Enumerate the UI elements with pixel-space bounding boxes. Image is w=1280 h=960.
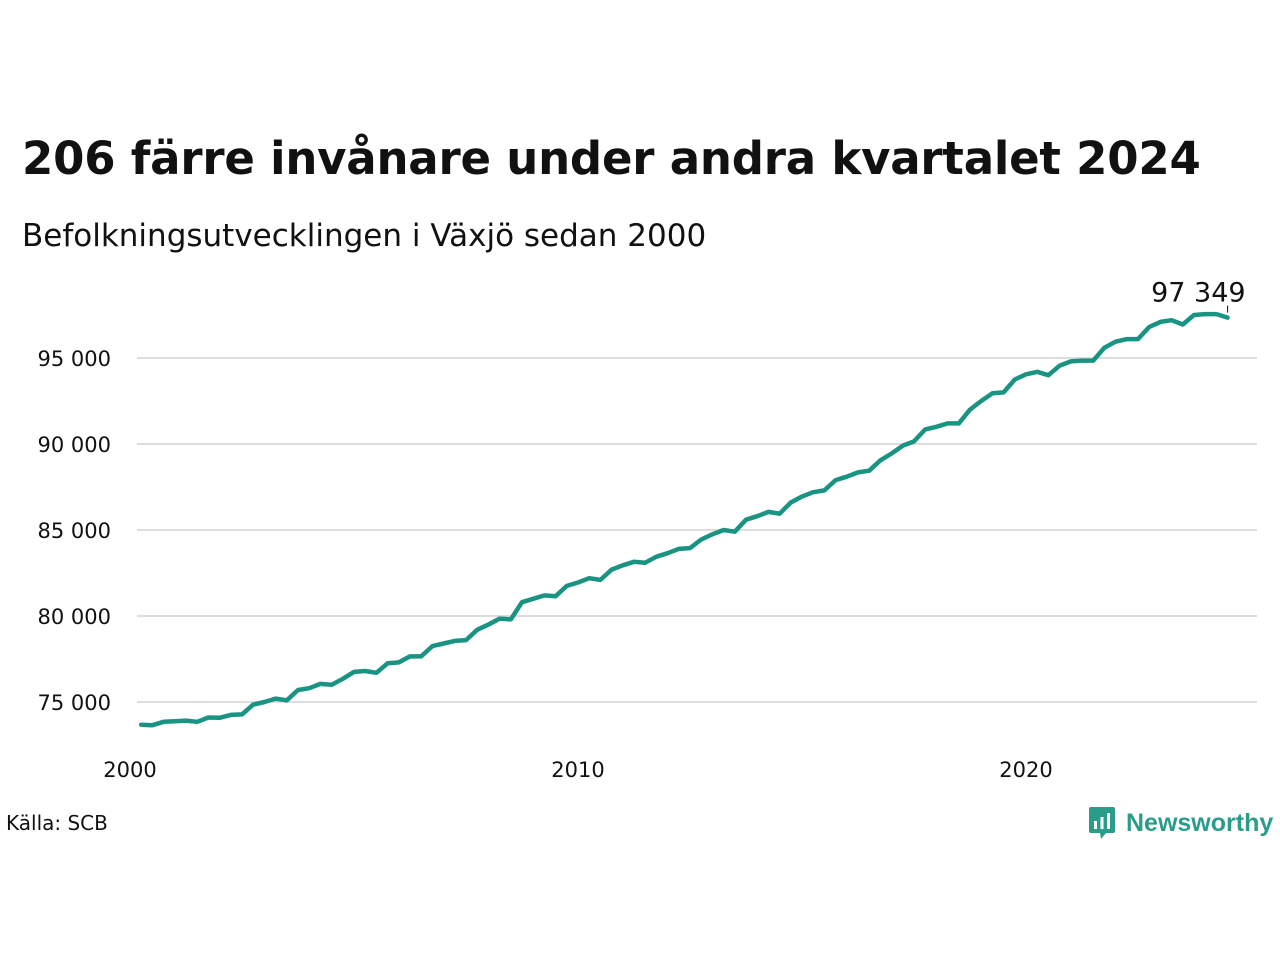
x-tick-label: 2000 [103,758,156,782]
newsworthy-logo-icon [1089,807,1115,839]
series-layer [138,311,1230,728]
chart-title: 206 färre invånare under andra kvartalet… [22,132,1201,185]
y-tick-label: 80 000 [38,605,111,629]
grid-layer [137,357,1257,703]
chart-subtitle: Befolkningsutvecklingen i Växjö sedan 20… [22,218,707,254]
y-axis-tick-labels: 75 000 80 000 85 000 90 000 95 000 [38,347,111,715]
source-note: Källa: SCB [6,811,108,835]
x-axis-tick-labels: 2000 2010 2020 [103,758,1052,782]
y-tick-label: 85 000 [38,519,111,543]
brand-logo: Newsworthy [1088,803,1273,843]
brand-name: Newsworthy [1126,808,1274,837]
end-value-label: 97 349 [1151,278,1245,309]
y-tick-label: 95 000 [38,347,111,371]
y-tick-label: 90 000 [38,433,111,457]
y-tick-label: 75 000 [38,691,111,715]
x-tick-label: 2020 [999,758,1052,782]
x-tick-label: 2010 [551,758,604,782]
series-line-population [138,311,1230,728]
annotation-layer: 97 349 [1151,278,1246,313]
